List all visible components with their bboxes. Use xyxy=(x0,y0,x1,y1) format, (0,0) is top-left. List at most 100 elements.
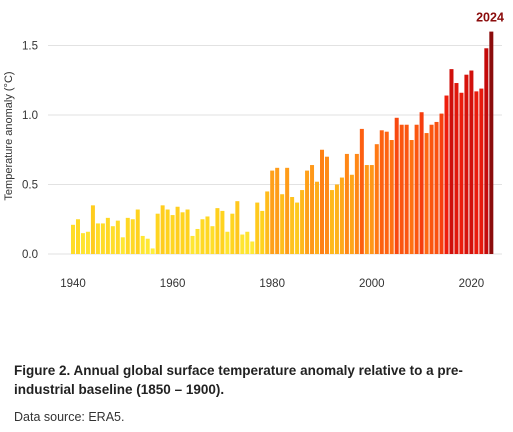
bar-1981 xyxy=(275,167,280,254)
bar-1941 xyxy=(75,219,80,254)
x-tick-label: 2020 xyxy=(459,278,485,290)
bar-1944 xyxy=(90,205,95,254)
highlight-year-label: 2024 xyxy=(476,11,504,25)
bar-2008 xyxy=(409,140,414,254)
bar-1995 xyxy=(344,153,349,254)
bar-1957 xyxy=(155,213,160,254)
bar-2013 xyxy=(434,121,439,254)
bar-2018 xyxy=(459,92,464,254)
bar-1967 xyxy=(205,216,210,254)
bar-1959 xyxy=(165,209,170,254)
x-tick-labels: 1940 1960 1980 2000 2020 xyxy=(60,278,484,290)
bar-1952 xyxy=(130,219,135,254)
bar-1954 xyxy=(140,235,145,254)
bar-1998 xyxy=(359,128,364,254)
x-tick-label: 1960 xyxy=(160,278,186,290)
bars xyxy=(71,31,494,255)
y-tick-labels: 0.0 0.5 1.0 1.5 xyxy=(22,41,38,262)
bar-1975 xyxy=(245,231,250,254)
bar-2007 xyxy=(404,124,409,254)
bar-1985 xyxy=(295,202,300,254)
bar-1956 xyxy=(150,248,155,254)
bar-1947 xyxy=(105,217,110,254)
bar-1961 xyxy=(175,206,180,254)
bar-1970 xyxy=(220,210,225,254)
bar-1974 xyxy=(240,234,245,254)
bar-1945 xyxy=(95,223,100,254)
x-tick-label: 1940 xyxy=(60,278,86,290)
bar-1999 xyxy=(364,165,369,254)
bar-1966 xyxy=(200,219,205,254)
bar-1972 xyxy=(230,213,235,254)
bar-1993 xyxy=(334,184,339,254)
bar-1996 xyxy=(349,174,354,254)
bar-1958 xyxy=(160,205,165,254)
data-source: Data source: ERA5. xyxy=(14,410,125,424)
x-tick-label: 1980 xyxy=(259,278,285,290)
bar-1950 xyxy=(120,237,125,254)
bar-1977 xyxy=(255,202,260,254)
bar-1953 xyxy=(135,209,140,254)
bar-1968 xyxy=(210,226,215,254)
bar-1984 xyxy=(290,197,295,254)
bar-1992 xyxy=(329,190,334,254)
y-axis-label: Temperature anomaly (°C) xyxy=(3,71,15,200)
bar-2001 xyxy=(374,144,379,254)
bar-1946 xyxy=(100,223,105,254)
bar-2005 xyxy=(394,117,399,254)
bar-2002 xyxy=(379,130,384,254)
bar-1949 xyxy=(115,220,120,254)
bar-1971 xyxy=(225,231,230,254)
bar-2009 xyxy=(414,124,419,254)
y-tick-label: 1.5 xyxy=(22,41,38,53)
y-tick-label: 1.0 xyxy=(22,110,38,122)
bar-2010 xyxy=(419,112,424,254)
bar-2016 xyxy=(449,69,454,254)
bar-2011 xyxy=(424,133,429,254)
bar-1948 xyxy=(110,226,115,254)
x-tick-label: 2000 xyxy=(359,278,385,290)
bar-2024 xyxy=(489,31,494,254)
bar-1997 xyxy=(354,153,359,254)
bar-1991 xyxy=(324,156,329,254)
bar-1943 xyxy=(85,231,90,254)
bar-2014 xyxy=(439,113,444,254)
bar-chart: 0.0 0.5 1.0 1.5 1940 1960 1980 2000 2020 Temper… xyxy=(3,11,504,290)
bar-1976 xyxy=(250,241,255,254)
y-tick-label: 0.5 xyxy=(22,180,38,192)
bar-1982 xyxy=(280,194,285,254)
bar-2015 xyxy=(444,95,449,254)
bar-1940 xyxy=(71,224,75,254)
bar-1965 xyxy=(195,228,200,254)
bar-2003 xyxy=(384,131,389,254)
bar-2004 xyxy=(389,140,394,254)
bar-1964 xyxy=(190,235,195,254)
bar-2017 xyxy=(454,83,459,254)
bar-1962 xyxy=(180,212,185,254)
bar-1986 xyxy=(300,190,305,254)
bar-1969 xyxy=(215,208,220,254)
bar-1994 xyxy=(339,177,344,254)
bar-1973 xyxy=(235,201,240,254)
bar-1942 xyxy=(80,233,85,254)
bar-1978 xyxy=(260,210,265,254)
bar-1990 xyxy=(320,149,324,254)
y-tick-label: 0.0 xyxy=(22,249,38,261)
bar-2019 xyxy=(464,74,469,254)
bar-2023 xyxy=(484,48,489,254)
bar-1963 xyxy=(185,209,190,254)
figure-caption: Figure 2. Annual global surface temperat… xyxy=(14,363,463,397)
bar-1983 xyxy=(285,167,290,254)
bar-2006 xyxy=(399,124,404,254)
bar-1989 xyxy=(315,181,320,254)
bar-2020 xyxy=(469,70,474,255)
bar-2022 xyxy=(479,88,484,254)
bar-1980 xyxy=(270,170,275,254)
bar-2000 xyxy=(369,165,374,254)
bar-2021 xyxy=(474,91,479,255)
bar-1955 xyxy=(145,238,150,254)
bar-1960 xyxy=(170,215,175,254)
bar-1988 xyxy=(310,165,315,254)
bar-1987 xyxy=(305,170,310,254)
bar-1979 xyxy=(265,191,270,254)
